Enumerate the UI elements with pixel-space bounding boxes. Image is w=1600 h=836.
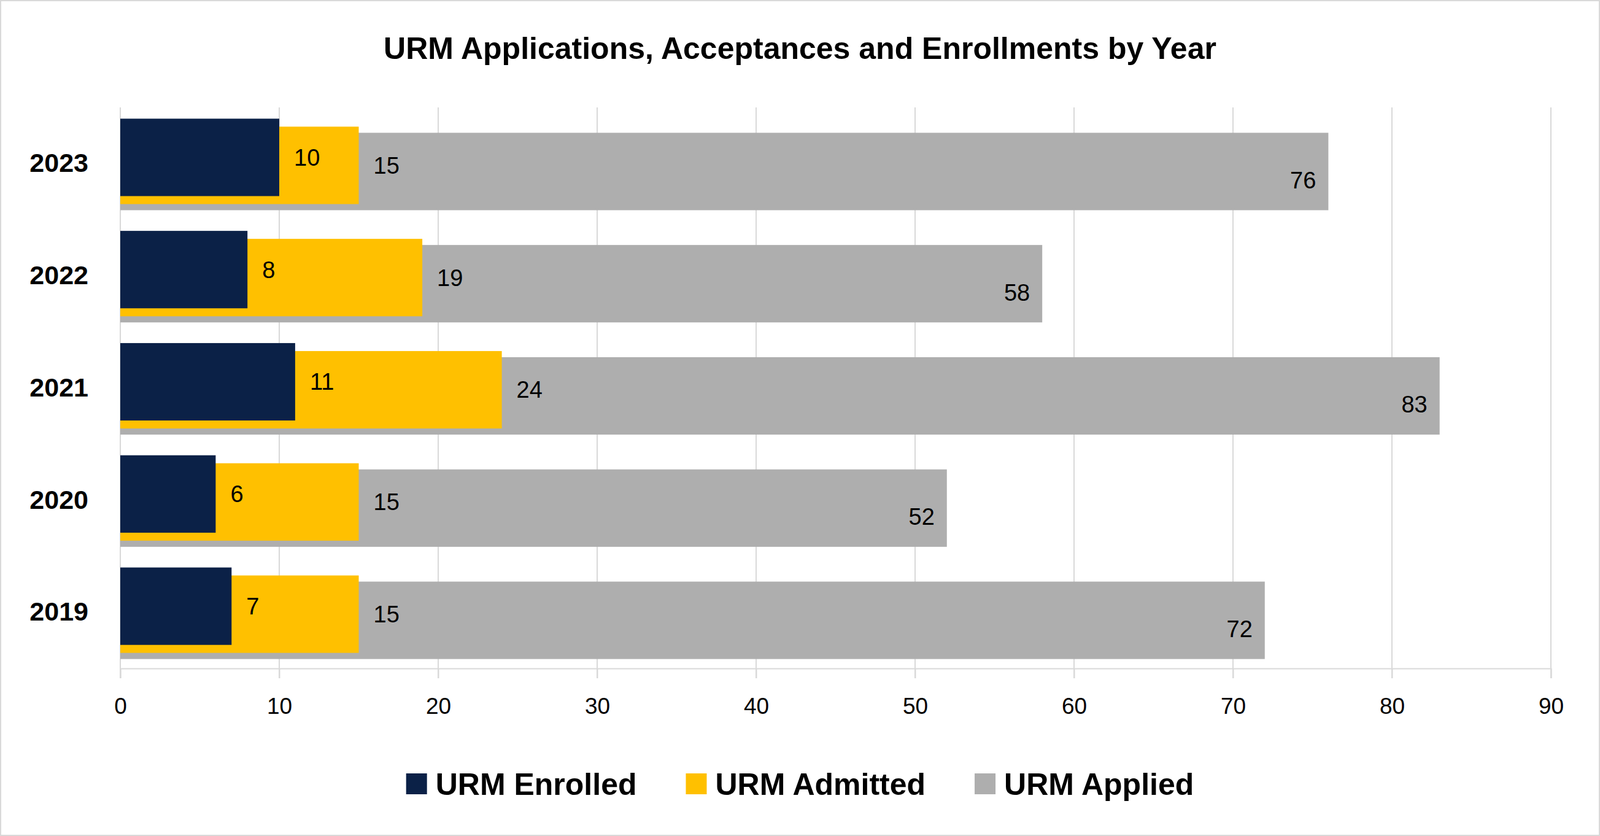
x-tick-label: 70	[1220, 693, 1246, 719]
x-tick-mark	[915, 668, 917, 679]
bar	[120, 230, 248, 309]
x-tick-label: 30	[584, 693, 611, 719]
y-tick: 2022	[29, 260, 89, 290]
x-tick: 50	[902, 668, 928, 719]
y-tick-label: 2022	[29, 260, 89, 290]
x-tick-mark	[1391, 668, 1394, 679]
bar	[120, 343, 296, 421]
legend-swatch	[974, 773, 996, 795]
x-tick-label: 80	[1379, 693, 1405, 719]
data-label: 7	[246, 593, 259, 620]
y-axis: 2023 2022 2021 2020 2019	[29, 147, 89, 627]
x-tick: 40	[743, 668, 770, 719]
x-axis: 0 10 20 30 40 50 60 70 80 90	[114, 668, 1564, 719]
bar	[120, 567, 232, 646]
y-tick: 2021	[29, 372, 89, 402]
x-tick-mark	[120, 668, 122, 679]
legend-swatch	[686, 773, 708, 795]
legend-item: URM Enrolled	[406, 767, 638, 802]
bar	[120, 118, 280, 196]
grid-line	[1550, 107, 1552, 679]
x-tick-mark	[1074, 668, 1076, 679]
plot-area: 0 10 20 30 40 50 60 70 80 90 2023 2022 2021 2020 2019 7…	[29, 107, 1564, 719]
x-tick-label: 20	[425, 693, 452, 719]
x-tick-label: 50	[902, 693, 928, 719]
data-label: 6	[230, 481, 244, 507]
x-tick-label: 40	[743, 693, 770, 719]
data-label: 83	[1401, 391, 1427, 418]
x-tick-label: 10	[266, 693, 293, 719]
data-label: 24	[516, 376, 543, 403]
data-label: 10	[293, 144, 320, 171]
chart: URM Applications, Acceptances and Enroll…	[0, 0, 1600, 836]
data-label: 15	[373, 489, 400, 515]
data-label: 76	[1290, 167, 1316, 194]
x-tick: 70	[1220, 668, 1246, 719]
x-tick-mark	[756, 668, 758, 679]
data-label: 8	[262, 257, 275, 283]
legend-label: URM Enrolled	[435, 767, 638, 802]
data-label: 72	[1226, 616, 1253, 642]
data-label: 52	[908, 503, 935, 530]
x-axis-line	[120, 668, 1552, 679]
x-tick: 10	[266, 668, 293, 719]
x-tick-mark	[1232, 668, 1235, 679]
chart-border	[0, 0, 1600, 836]
data-labels: 761181015152419157252835876	[230, 144, 1427, 642]
y-tick-label: 2021	[29, 372, 89, 402]
legend-item: URM Applied	[974, 767, 1194, 802]
x-tick: 0	[114, 668, 128, 719]
data-label: 15	[373, 152, 400, 179]
x-tick-label: 0	[114, 693, 128, 719]
y-tick-label: 2019	[29, 596, 89, 627]
data-label: 15	[373, 601, 400, 628]
legend-item: URM Admitted	[686, 767, 927, 802]
legend-swatch	[406, 773, 428, 795]
x-tick: 80	[1379, 668, 1405, 719]
x-tick-mark	[279, 668, 281, 679]
data-label: 58	[1004, 279, 1030, 306]
y-tick-label: 2020	[29, 484, 89, 515]
title: URM Applications, Acceptances and Enroll…	[383, 31, 1217, 66]
x-tick: 90	[1538, 668, 1564, 719]
legend-label: URM Applied	[1004, 767, 1194, 802]
bar	[120, 455, 216, 533]
legend-label: URM Admitted	[715, 767, 927, 802]
x-tick-mark	[1550, 668, 1553, 679]
data-label: 11	[309, 368, 334, 395]
x-tick: 20	[425, 668, 452, 719]
x-tick-label: 60	[1061, 693, 1087, 719]
y-tick: 2020	[29, 484, 89, 515]
y-tick-label: 2023	[29, 147, 89, 178]
x-tick: 30	[584, 668, 611, 719]
x-tick-label: 90	[1538, 693, 1564, 719]
x-tick: 60	[1061, 668, 1087, 719]
y-tick: 2019	[29, 596, 89, 627]
x-tick-mark	[597, 668, 599, 679]
legend: URM Enrolled URM Admitted URM Applied	[406, 767, 1195, 802]
y-tick: 2023	[29, 147, 89, 178]
grid	[120, 107, 1551, 679]
bars	[120, 118, 1440, 659]
data-label: 19	[436, 265, 463, 291]
x-tick-mark	[438, 668, 440, 679]
